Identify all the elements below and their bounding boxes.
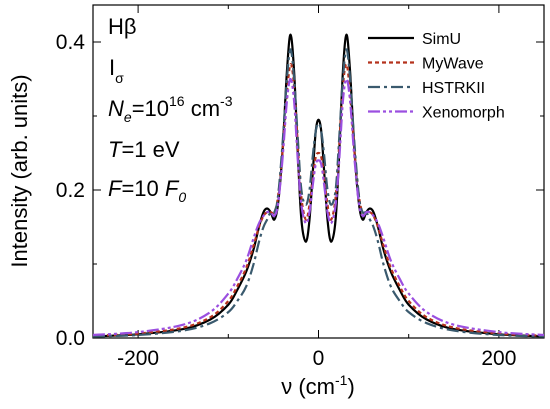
- annotation-block: Hβ Iσ Ne=1016 cm-3 T=1 eV F=10 F0: [108, 14, 233, 205]
- series-line-xenomorph: [92, 77, 545, 337]
- annotation-temperature-rest: =1 eV: [121, 137, 179, 162]
- axis-ticks: [93, 5, 544, 339]
- y-tick-label: 0.2: [56, 179, 85, 202]
- annotation-field: F=10 F0: [108, 176, 186, 205]
- annotation-density-var: N: [108, 96, 124, 121]
- annotation-temperature: T=1 eV: [108, 137, 180, 162]
- x-tick-label: 200: [481, 347, 516, 370]
- series-lines: [92, 33, 545, 338]
- annotation-density: Ne=1016 cm-3: [108, 93, 233, 125]
- annotation-polarization-sub: σ: [115, 70, 124, 86]
- series-line-mywave: [92, 63, 545, 337]
- annotation-line-name: Hβ: [108, 14, 137, 39]
- annotation-field-var: F: [108, 176, 123, 201]
- series-line-hstrkii: [92, 48, 545, 338]
- x-axis-label-main: ν (cm: [281, 374, 335, 399]
- x-axis-label-end: ): [347, 374, 354, 399]
- tick-labels: -200 0 200 0.0 0.2 0.4: [56, 31, 517, 370]
- legend: SimU MyWave HSTRKII Xenomorph: [368, 31, 505, 122]
- annotation-density-sub: e: [124, 109, 132, 125]
- annotation-polarization-main: I: [109, 55, 115, 80]
- annotation-density-unit: cm: [185, 96, 220, 121]
- annotation-field-var2: F: [165, 176, 180, 201]
- y-axis-label: Intensity (arb. units): [7, 74, 32, 267]
- annotation-field-sub: 0: [178, 189, 186, 205]
- y-tick-label: 0.4: [56, 31, 86, 54]
- x-axis-label-sup: -1: [335, 372, 348, 388]
- legend-label-xenomorph: Xenomorph: [422, 105, 505, 122]
- legend-label-mywave: MyWave: [422, 56, 484, 73]
- x-tick-label: 0: [313, 347, 325, 370]
- x-axis-label: ν (cm-1): [281, 372, 355, 399]
- annotation-density-eq: =10: [132, 96, 169, 121]
- annotation-polarization: Iσ: [109, 55, 124, 86]
- legend-label-hstrkii: HSTRKII: [422, 80, 485, 97]
- legend-label-simu: SimU: [422, 31, 461, 48]
- annotation-field-eq: =10: [121, 176, 164, 201]
- y-tick-label: 0.0: [56, 327, 85, 350]
- annotation-density-unit-sup: -3: [220, 93, 233, 109]
- annotation-density-sup: 16: [169, 93, 185, 109]
- x-tick-label: -200: [117, 347, 159, 370]
- annotation-temperature-var: T: [108, 137, 123, 162]
